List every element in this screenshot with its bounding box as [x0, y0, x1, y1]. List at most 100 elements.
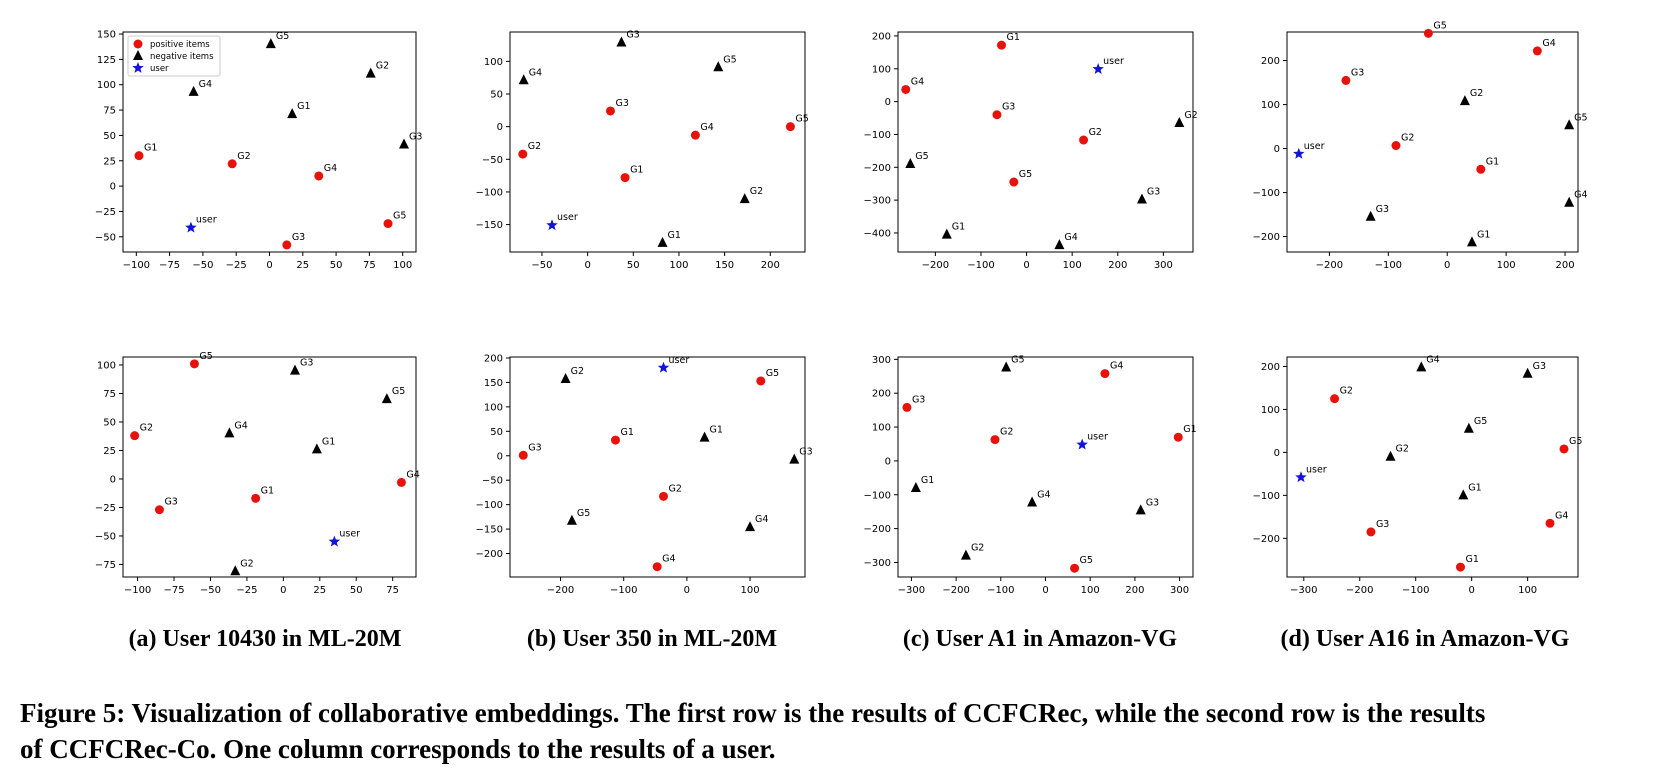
point-label: G5 [1433, 20, 1446, 31]
positive-point-g4 [314, 171, 324, 181]
user-point-user [1295, 471, 1307, 483]
negative-point-g1 [699, 431, 710, 442]
y-tick-label: 50 [103, 417, 116, 428]
point-label: G4 [1426, 354, 1439, 365]
negative-point-g3 [1135, 504, 1146, 515]
point-label: G2 [237, 151, 250, 162]
negative-point-g1 [910, 481, 921, 492]
negative-point-g4 [188, 85, 199, 96]
x-tick-label: −200 [1316, 260, 1343, 271]
negative-point-g2 [1174, 116, 1185, 127]
y-tick-label: 0 [497, 451, 503, 462]
negative-point-g4 [224, 427, 235, 438]
point-label: G4 [234, 420, 247, 431]
y-tick-label: −100 [1253, 491, 1280, 502]
point-label: G5 [1574, 112, 1587, 123]
y-tick-label: −100 [864, 490, 891, 501]
y-tick-label: 50 [490, 427, 503, 438]
scatter-panel-d-row2: −300 −200 −100 0 100 −200 −100 0 100 200 G2 G5 G3 G4 G… [1253, 354, 1583, 596]
point-label: G5 [199, 351, 212, 362]
y-tick-label: 100 [1261, 405, 1280, 416]
y-tick-label: −25 [95, 207, 116, 218]
positive-point-g5 [1009, 177, 1019, 187]
positive-point-g3 [154, 505, 164, 515]
x-tick-label: 200 [1125, 585, 1144, 596]
negative-point-g3 [1136, 193, 1147, 204]
point-label: G3 [799, 447, 812, 458]
y-tick-label: 125 [97, 55, 116, 66]
user-point-user [328, 535, 341, 547]
point-label: G3 [1376, 519, 1389, 530]
positive-point-g5 [189, 359, 199, 369]
negative-point-g5 [905, 158, 916, 168]
x-tick-label: 200 [1108, 260, 1127, 271]
negative-point-g1 [287, 108, 298, 119]
figure-caption-line1: Figure 5: Visualization of collaborative… [20, 698, 1486, 728]
x-tick-label: −200 [922, 260, 949, 271]
negative-point-g4 [1027, 496, 1038, 507]
x-tick-label: 100 [1081, 585, 1100, 596]
y-tick-label: 200 [872, 389, 891, 400]
figure-caption: Figure 5: Visualization of collaborative… [20, 695, 1670, 767]
point-label: G3 [1147, 186, 1160, 197]
negative-point-g2 [1385, 450, 1396, 461]
negative-point-g5 [1001, 361, 1012, 372]
negative-point-g3 [290, 364, 301, 375]
point-label: G3 [912, 394, 925, 405]
legend: positive items negative items user [127, 35, 221, 77]
x-tick-label: −100 [610, 585, 637, 596]
negative-point-g5 [381, 393, 392, 404]
point-label: G1 [322, 436, 335, 447]
point-label: G2 [1396, 444, 1409, 455]
positive-point-g1 [610, 435, 620, 445]
x-tick-label: −50 [531, 260, 552, 271]
positive-point-g1 [134, 151, 144, 161]
y-tick-label: −75 [95, 560, 116, 571]
negative-point-g2 [960, 549, 971, 560]
x-tick-label: 300 [1170, 585, 1189, 596]
x-tick-label: 75 [386, 585, 399, 596]
x-tick-label: 100 [669, 260, 688, 271]
x-tick-label: 0 [1444, 260, 1450, 271]
x-tick-label: 50 [330, 260, 343, 271]
point-label: user [669, 355, 690, 366]
positive-point-g1 [620, 173, 630, 183]
x-tick-label: 25 [296, 260, 309, 271]
point-label: G4 [1037, 490, 1050, 501]
negative-point-g1 [311, 443, 322, 454]
positive-point-g3 [992, 110, 1002, 120]
y-tick-label: 0 [1274, 448, 1280, 459]
point-label: G5 [1011, 354, 1024, 365]
point-label: G3 [1533, 361, 1546, 372]
x-tick-label: 100 [1518, 585, 1537, 596]
y-tick-label: 50 [490, 90, 503, 101]
negative-point-g5 [713, 61, 724, 72]
y-tick-label: 200 [872, 31, 891, 42]
y-tick-label: −50 [482, 476, 503, 487]
negative-point-g1 [1466, 236, 1477, 247]
y-tick-label: 0 [885, 456, 891, 467]
y-tick-label: −150 [476, 525, 503, 536]
point-label: user [557, 212, 578, 223]
legend-marker-positive [133, 39, 143, 49]
point-label: G2 [1184, 110, 1197, 121]
point-label: G4 [662, 554, 675, 565]
point-label: G2 [571, 366, 584, 377]
positive-point-g1 [1173, 432, 1183, 442]
x-tick-label: 25 [313, 585, 326, 596]
point-label: user [1087, 432, 1108, 443]
point-label: G2 [1340, 386, 1353, 397]
x-tick-label: 50 [350, 585, 363, 596]
y-tick-label: 150 [97, 30, 116, 41]
positive-point-g5 [1559, 444, 1569, 454]
y-tick-label: −200 [476, 549, 503, 560]
user-point-user [1076, 438, 1088, 450]
y-tick-label: −50 [95, 232, 116, 243]
point-label: G2 [1000, 427, 1013, 438]
scatter-panel-b-row2: −200 −100 0 100 −200 −150 −100 −50 0 50 100 150 200 G… [476, 353, 813, 596]
negative-point-g5 [566, 514, 577, 525]
negative-point-g3 [616, 36, 627, 47]
point-label: G2 [1470, 88, 1483, 99]
positive-point-g4 [690, 130, 700, 140]
point-label: G3 [409, 132, 422, 143]
